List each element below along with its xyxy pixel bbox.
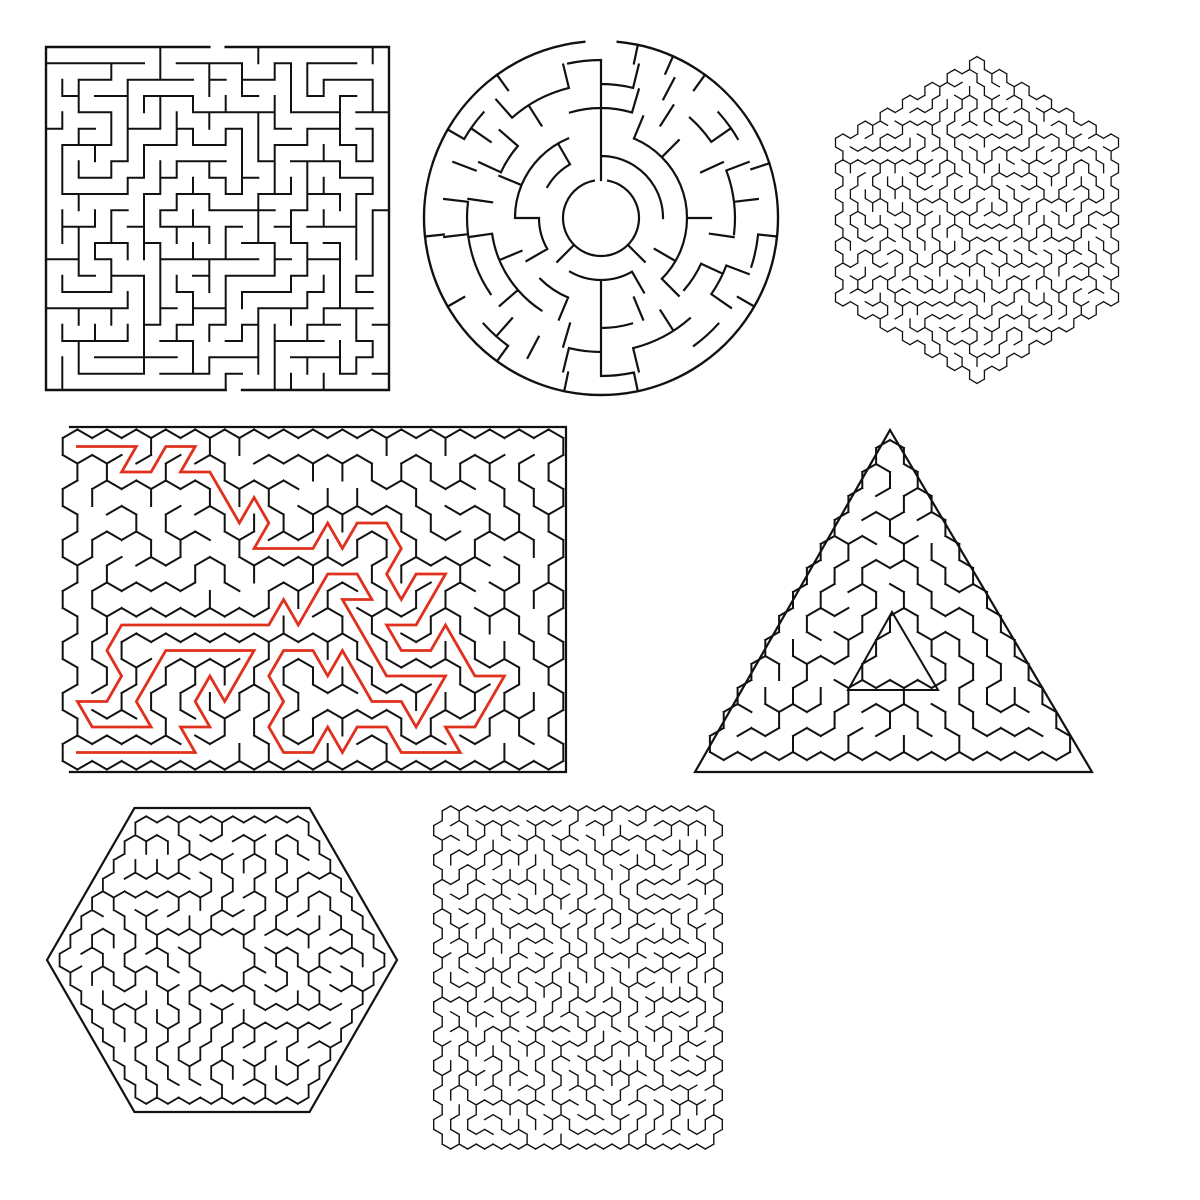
maze-walls xyxy=(61,428,565,771)
rectangle-maze-with-solution xyxy=(61,425,568,774)
maze-walls xyxy=(58,815,386,1106)
solution-path xyxy=(74,445,507,756)
hexagon-maze-small-cells xyxy=(834,55,1120,385)
maze-border xyxy=(45,806,399,1114)
maze-walls xyxy=(423,43,779,393)
maze-border xyxy=(68,425,568,774)
triangle-maze xyxy=(693,427,1094,774)
inner-hole xyxy=(846,609,940,691)
center-ring xyxy=(561,179,641,258)
maze-border xyxy=(44,45,391,392)
hexagon-maze-large-cells xyxy=(45,806,399,1114)
maze-walls xyxy=(45,46,390,391)
circular-maze xyxy=(422,40,780,397)
maze-walls xyxy=(432,805,724,1150)
square-hex-grid-maze xyxy=(432,805,724,1150)
maze-walls xyxy=(708,438,1072,762)
maze-border xyxy=(693,427,1094,774)
maze-walls xyxy=(834,55,1120,385)
outer-ring xyxy=(422,40,780,397)
square-maze xyxy=(44,45,391,392)
